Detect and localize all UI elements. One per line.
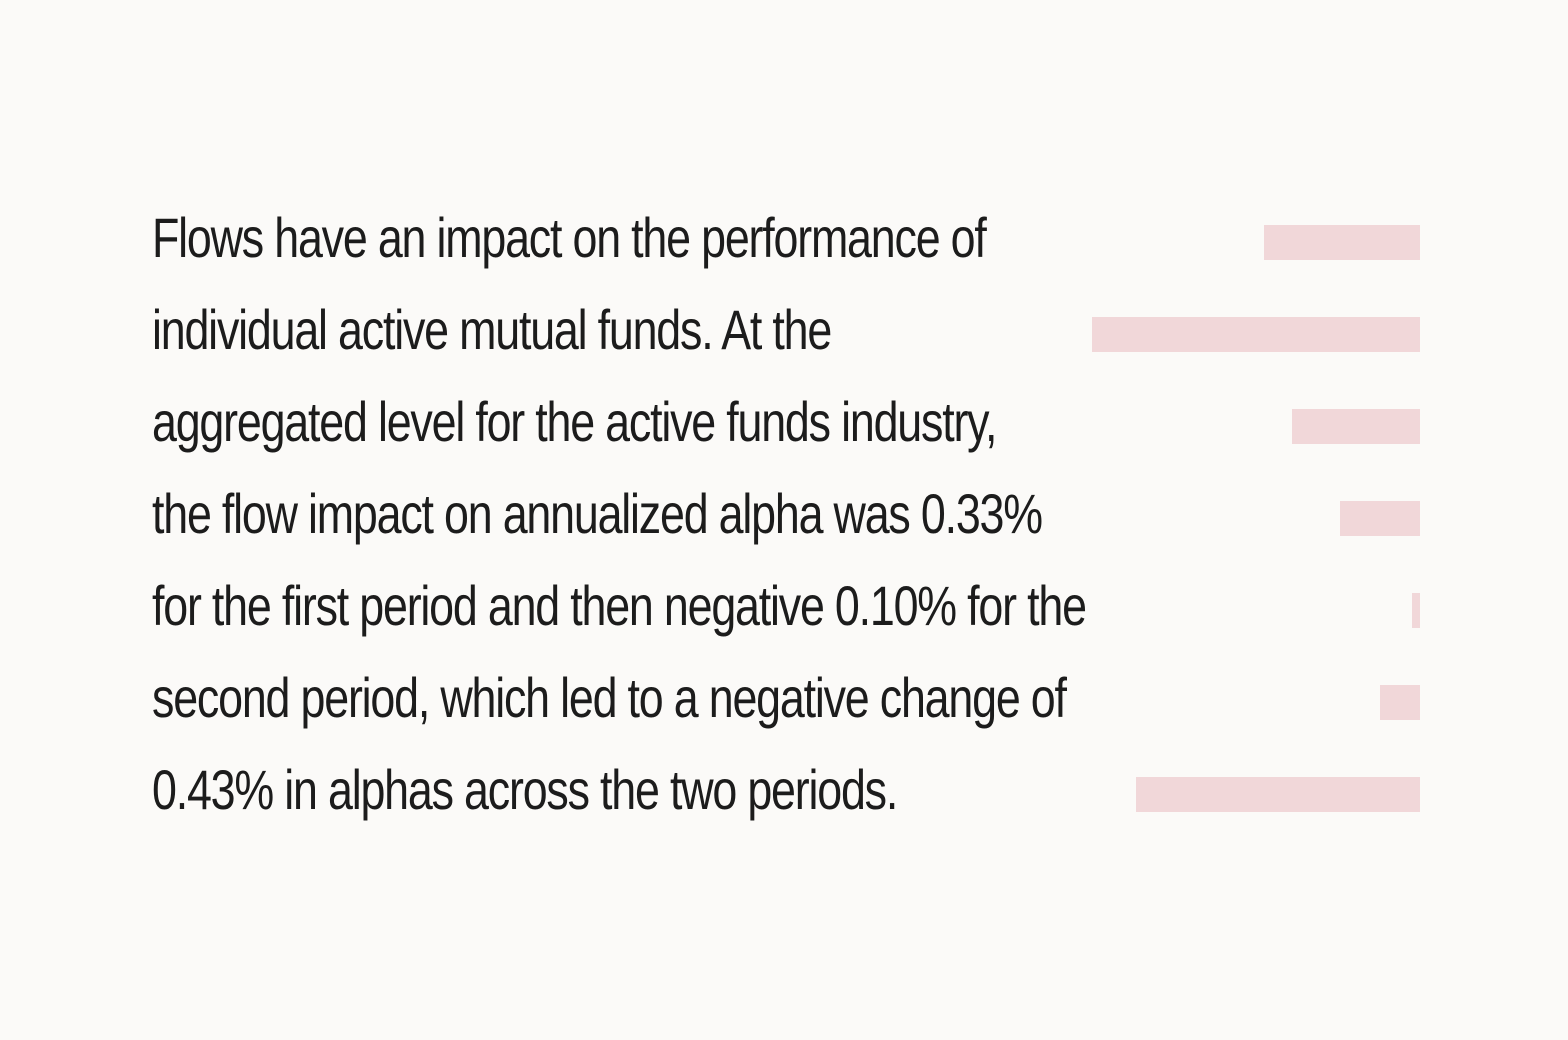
line-text: Flows have an impact on the performance …	[152, 206, 987, 269]
line-end-bar	[1380, 685, 1420, 720]
paragraph-line: aggregated level for the active funds in…	[152, 376, 1420, 468]
paragraph-line: the flow impact on annualized alpha was …	[152, 468, 1420, 560]
line-text: aggregated level for the active funds in…	[152, 390, 997, 453]
paragraph-line: second period, which led to a negative c…	[152, 652, 1420, 744]
line-text: individual active mutual funds. At the	[152, 298, 832, 361]
line-end-bar	[1092, 317, 1420, 352]
line-text: the flow impact on annualized alpha was …	[152, 482, 1043, 545]
line-text: for the first period and then negative 0…	[152, 574, 1087, 637]
line-end-bar	[1412, 593, 1420, 628]
line-text: second period, which led to a negative c…	[152, 666, 1067, 729]
paragraph-line: 0.43% in alphas across the two periods.	[152, 744, 1420, 836]
paragraph-line: Flows have an impact on the performance …	[152, 192, 1420, 284]
line-end-bar	[1136, 777, 1420, 812]
quote-paragraph: Flows have an impact on the performance …	[152, 192, 1420, 836]
line-end-bar	[1292, 409, 1420, 444]
paragraph-line: for the first period and then negative 0…	[152, 560, 1420, 652]
line-end-bar	[1264, 225, 1420, 260]
line-text: 0.43% in alphas across the two periods.	[152, 758, 898, 821]
paragraph-line: individual active mutual funds. At the	[152, 284, 1420, 376]
line-end-bar	[1340, 501, 1420, 536]
